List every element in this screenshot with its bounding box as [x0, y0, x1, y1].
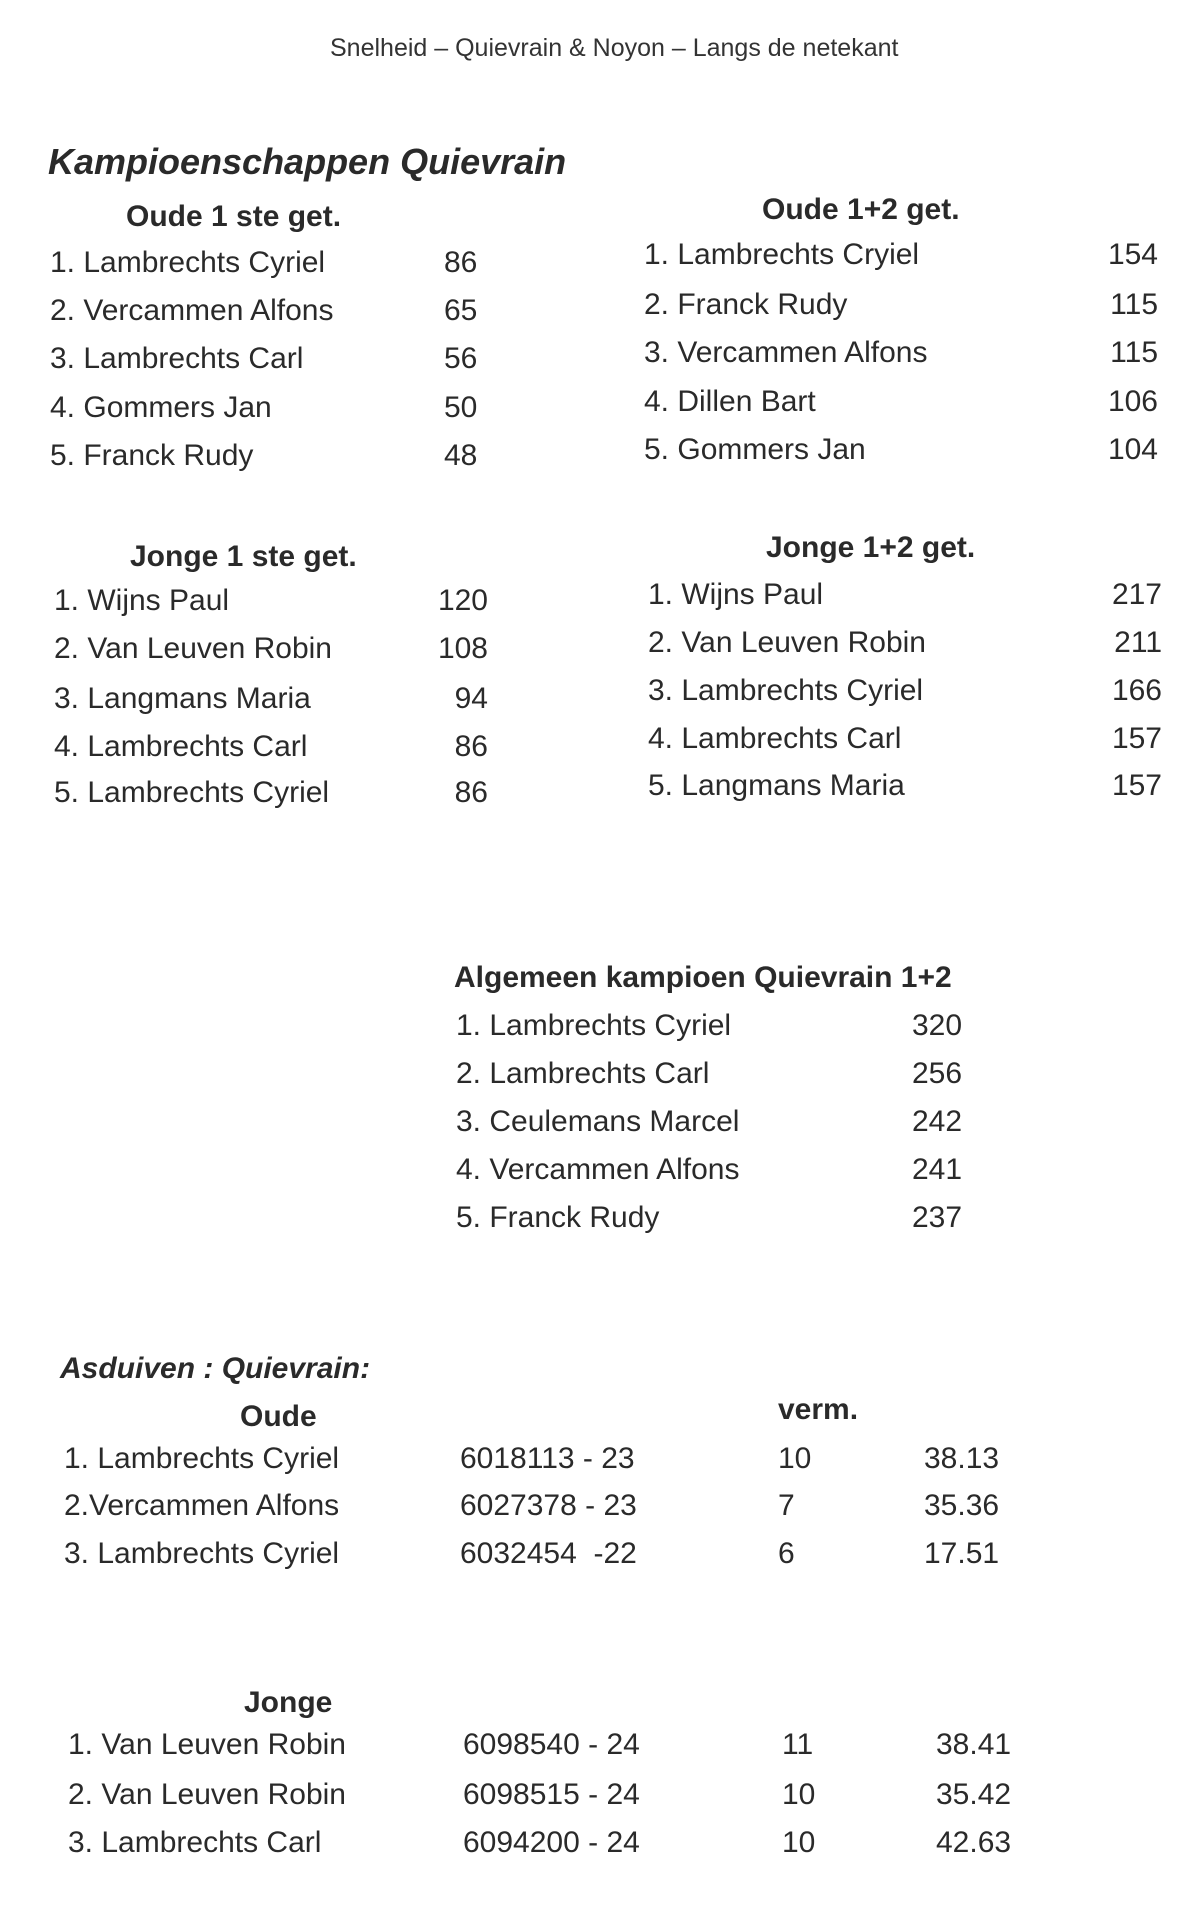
asduif-ring-number: 6094200 - 24 — [463, 1826, 640, 1859]
asduif-score: 42.63 — [936, 1826, 1012, 1859]
ranking-points: 48 — [444, 439, 478, 472]
ranking-points: 86 — [444, 246, 478, 279]
asduif-verm: 6 — [778, 1537, 795, 1570]
jonge_1ste-heading: Jonge 1 ste get. — [130, 540, 357, 573]
ranking-name: 1. Lambrechts Cyriel — [456, 1009, 732, 1042]
ranking-points: 56 — [444, 342, 478, 375]
ranking-points: 256 — [912, 1057, 963, 1090]
asduif-ring-number: 6027378 - 23 — [460, 1489, 637, 1522]
ranking-name: 4. Gommers Jan — [50, 391, 272, 424]
ranking-name: 3. Ceulemans Marcel — [456, 1105, 740, 1138]
asduif-owner: 2.Vercammen Alfons — [64, 1489, 340, 1522]
ranking-points: 65 — [444, 294, 478, 327]
ranking-name: 4. Dillen Bart — [644, 385, 816, 418]
ranking-name: 5. Franck Rudy — [50, 439, 254, 472]
ranking-name: 1. Wijns Paul — [54, 584, 230, 617]
page-header: Snelheid – Quievrain & Noyon – Langs de … — [330, 34, 899, 62]
asduif-verm: 10 — [782, 1826, 816, 1859]
ranking-name: 3. Langmans Maria — [54, 682, 311, 715]
oude_1ste-heading: Oude 1 ste get. — [126, 200, 342, 233]
ranking-points: 166 — [1111, 674, 1162, 707]
ranking-points: 157 — [1111, 722, 1162, 755]
ranking-points: 154 — [1107, 238, 1158, 271]
ranking-name: 4. Lambrechts Carl — [648, 722, 902, 755]
ranking-points: 115 — [1110, 288, 1158, 321]
ranking-name: 2. Franck Rudy — [644, 288, 848, 321]
asduif-verm: 10 — [778, 1442, 812, 1475]
ranking-points: 242 — [912, 1105, 963, 1138]
ranking-name: 3. Lambrechts Cyriel — [648, 674, 924, 707]
ranking-points: 217 — [1111, 578, 1162, 611]
ranking-points: 120 — [437, 584, 488, 617]
ranking-name: 1. Lambrechts Cryiel — [644, 238, 920, 271]
asduif-verm: 7 — [778, 1489, 795, 1522]
asduif-score: 38.41 — [936, 1728, 1012, 1761]
asduif-owner: 1. Lambrechts Cyriel — [64, 1442, 340, 1475]
asduif-score: 38.13 — [924, 1442, 1000, 1475]
ranking-name: 1. Wijns Paul — [648, 578, 824, 611]
ranking-points: 86 — [454, 776, 488, 809]
ranking-name: 1. Lambrechts Cyriel — [50, 246, 326, 279]
ranking-points: 86 — [454, 730, 488, 763]
oude_12-heading: Oude 1+2 get. — [762, 193, 960, 226]
ranking-name: 4. Vercammen Alfons — [456, 1153, 740, 1186]
asduif-score: 35.42 — [936, 1778, 1012, 1811]
ranking-points: 115 — [1110, 336, 1158, 369]
asduif-score: 35.36 — [924, 1489, 1000, 1522]
asduif-score: 17.51 — [924, 1537, 1000, 1570]
asduif-owner: 1. Van Leuven Robin — [68, 1728, 346, 1761]
asduif-ring-number: 6098515 - 24 — [463, 1778, 640, 1811]
ranking-points: 108 — [437, 632, 488, 665]
ranking-points: 241 — [912, 1153, 963, 1186]
asduiven-jonge-heading: Jonge — [244, 1686, 333, 1719]
asduif-owner: 2. Van Leuven Robin — [68, 1778, 346, 1811]
asduif-verm: 11 — [782, 1728, 814, 1761]
ranking-name: 3. Vercammen Alfons — [644, 336, 928, 369]
jonge_12-heading: Jonge 1+2 get. — [766, 531, 976, 564]
ranking-name: 5. Franck Rudy — [456, 1201, 660, 1234]
asduif-verm: 10 — [782, 1778, 816, 1811]
ranking-name: 3. Lambrechts Carl — [50, 342, 304, 375]
ranking-name: 2. Vercammen Alfons — [50, 294, 334, 327]
page-title: Kampioenschappen Quievrain — [48, 141, 567, 182]
algemeen-heading: Algemeen kampioen Quievrain 1+2 — [454, 961, 952, 994]
asduiven-oude-heading: Oude — [240, 1400, 317, 1433]
ranking-points: 94 — [454, 682, 488, 715]
ranking-points: 320 — [912, 1009, 963, 1042]
ranking-points: 157 — [1111, 769, 1162, 802]
ranking-name: 5. Gommers Jan — [644, 433, 866, 466]
ranking-points: 50 — [444, 391, 478, 424]
asduif-owner: 3. Lambrechts Cyriel — [64, 1537, 340, 1570]
ranking-name: 5. Langmans Maria — [648, 769, 905, 802]
asduif-owner: 3. Lambrechts Carl — [68, 1826, 322, 1859]
ranking-points: 237 — [912, 1201, 963, 1234]
ranking-name: 2. Van Leuven Robin — [54, 632, 332, 665]
ranking-points: 106 — [1107, 385, 1158, 418]
ranking-points: 211 — [1114, 626, 1162, 659]
ranking-name: 2. Lambrechts Carl — [456, 1057, 710, 1090]
asduif-ring-number: 6018113 - 23 — [460, 1442, 635, 1475]
ranking-name: 5. Lambrechts Cyriel — [54, 776, 330, 809]
ranking-name: 4. Lambrechts Carl — [54, 730, 308, 763]
ranking-name: 2. Van Leuven Robin — [648, 626, 926, 659]
asduif-ring-number: 6098540 - 24 — [463, 1728, 640, 1761]
asduif-ring-number: 6032454 -22 — [460, 1537, 637, 1570]
verm-column-header: verm. — [778, 1393, 859, 1426]
ranking-points: 104 — [1107, 433, 1158, 466]
asduiven-title: Asduiven : Quievrain: — [60, 1352, 371, 1385]
